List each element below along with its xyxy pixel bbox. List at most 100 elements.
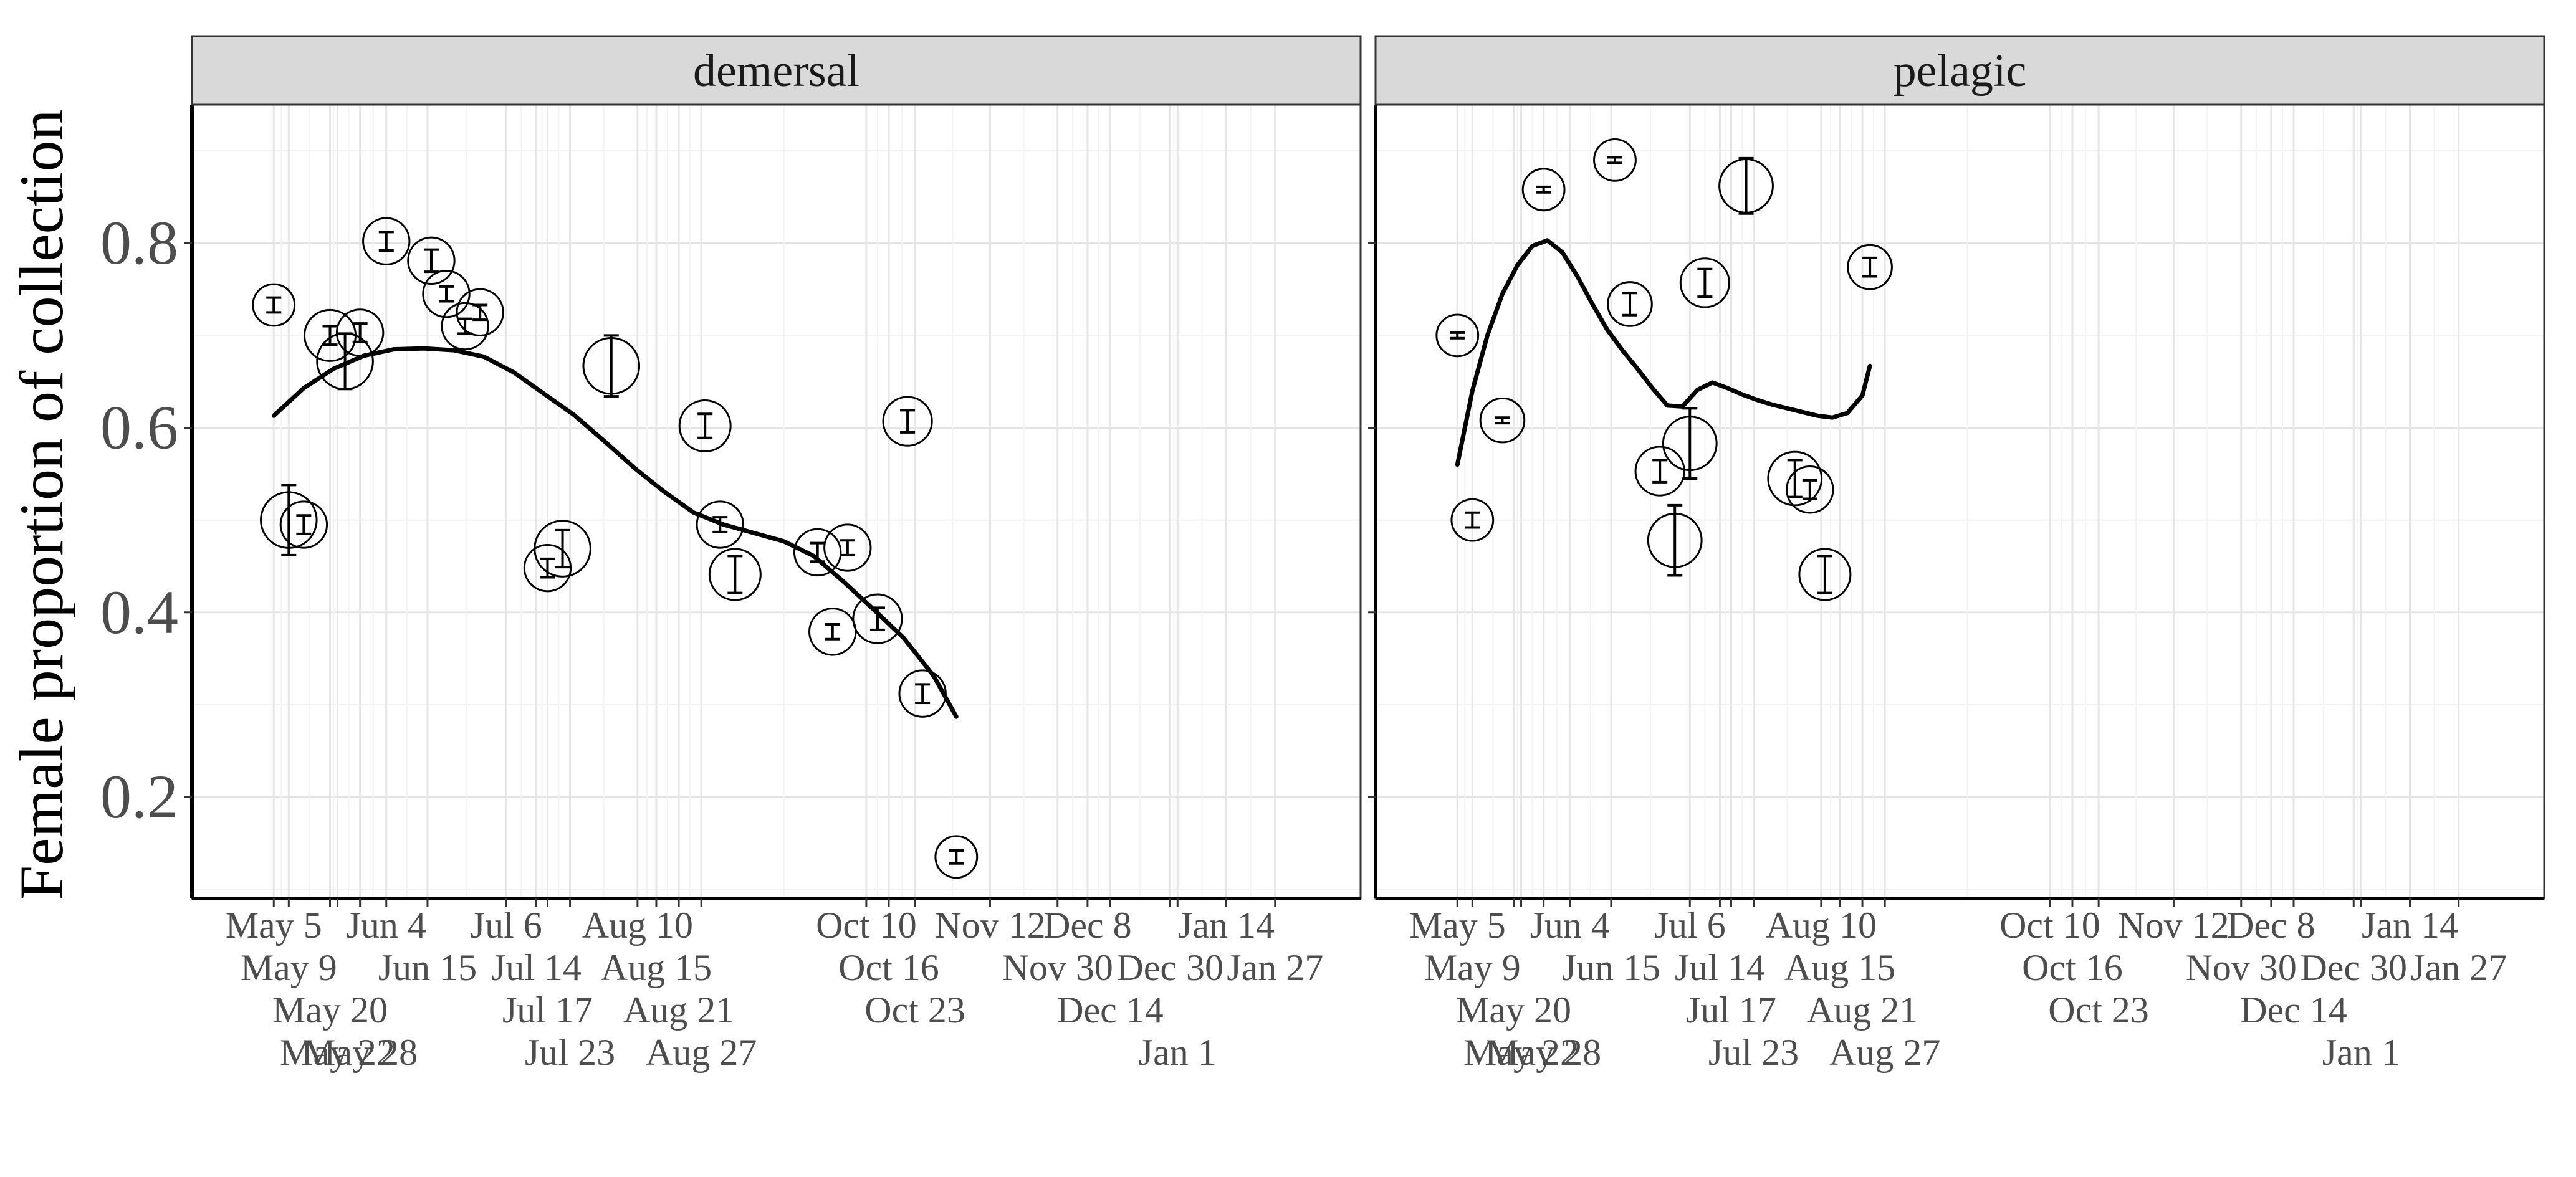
x-tick-label: Jul 6 bbox=[1654, 905, 1726, 946]
data-point bbox=[582, 334, 641, 398]
x-tick-label: May 22 bbox=[1463, 1032, 1579, 1073]
y-tick-label: 0.6 bbox=[100, 393, 178, 462]
x-tick-label: Dec 14 bbox=[1056, 989, 1164, 1031]
data-point bbox=[1647, 503, 1703, 577]
point-marker bbox=[422, 269, 471, 318]
x-tick-label: May 22 bbox=[280, 1032, 395, 1073]
point-marker bbox=[898, 669, 947, 718]
x-tick-label: Oct 16 bbox=[838, 947, 939, 988]
data-point bbox=[1607, 281, 1653, 327]
data-point bbox=[534, 520, 591, 578]
point-marker bbox=[793, 528, 842, 577]
data-point bbox=[882, 396, 933, 447]
x-tick-label: Jul 23 bbox=[1708, 1032, 1799, 1073]
point-marker bbox=[1767, 450, 1823, 507]
x-tick-label: Jan 27 bbox=[2410, 947, 2507, 988]
x-tick-label: May 20 bbox=[272, 989, 388, 1031]
data-point bbox=[422, 269, 471, 318]
point-marker bbox=[934, 835, 979, 879]
x-tick-label: Aug 21 bbox=[623, 989, 734, 1031]
x-tick-label: Nov 12 bbox=[934, 905, 1045, 946]
facet-strip bbox=[191, 35, 1362, 106]
x-tick-label: Oct 23 bbox=[864, 989, 965, 1031]
data-point bbox=[1521, 168, 1566, 212]
point-marker bbox=[456, 288, 504, 337]
point-marker bbox=[1521, 168, 1566, 212]
point-marker bbox=[1634, 446, 1685, 497]
point-marker bbox=[823, 523, 872, 572]
x-tick-label: May 20 bbox=[1456, 989, 1571, 1031]
x-tick-label: Oct 23 bbox=[2048, 989, 2149, 1031]
x-tick-label: Dec 14 bbox=[2240, 989, 2347, 1031]
data-point bbox=[1479, 397, 1526, 444]
x-tick-label: Jan 1 bbox=[2322, 1032, 2400, 1073]
x-tick-label: Jan 14 bbox=[1178, 905, 1275, 946]
point-marker bbox=[362, 217, 411, 265]
point-marker bbox=[441, 302, 489, 351]
x-tick-label: May 9 bbox=[1424, 947, 1521, 988]
point-marker bbox=[708, 548, 762, 601]
point-marker bbox=[407, 236, 456, 285]
point-marker bbox=[1679, 257, 1730, 308]
x-tick-label: Jul 17 bbox=[1686, 989, 1776, 1031]
x-tick-label: Nov 30 bbox=[1002, 947, 1113, 988]
x-tick-label: Jun 4 bbox=[347, 905, 426, 946]
point-marker bbox=[1479, 397, 1526, 444]
x-tick-label: May 9 bbox=[241, 947, 337, 988]
x-tick-label: Oct 10 bbox=[816, 905, 917, 946]
point-marker bbox=[523, 543, 572, 593]
data-point bbox=[696, 500, 744, 549]
x-tick-label: Jul 14 bbox=[491, 947, 582, 988]
x-tick-label: Aug 10 bbox=[1766, 905, 1877, 946]
point-marker bbox=[1607, 281, 1653, 327]
data-point bbox=[1634, 446, 1685, 497]
data-point bbox=[898, 669, 947, 718]
x-tick-label: Aug 27 bbox=[1829, 1032, 1940, 1073]
point-marker bbox=[1798, 548, 1852, 601]
data-point bbox=[252, 283, 296, 327]
x-tick-label: Nov 12 bbox=[2118, 905, 2229, 946]
data-point bbox=[523, 543, 572, 593]
point-marker bbox=[696, 500, 744, 549]
data-point bbox=[316, 332, 374, 391]
y-tick-label: 0.8 bbox=[100, 208, 178, 277]
x-tick-label: Jul 6 bbox=[471, 905, 542, 946]
x-tick-label: Aug 21 bbox=[1807, 989, 1918, 1031]
x-tick-label: Jan 1 bbox=[1139, 1032, 1217, 1073]
x-tick-label: Jun 15 bbox=[1562, 947, 1660, 988]
y-tick-label: 0.4 bbox=[100, 578, 178, 647]
data-point bbox=[1662, 407, 1718, 480]
point-marker bbox=[1847, 244, 1893, 290]
point-marker bbox=[1786, 465, 1834, 514]
data-point bbox=[279, 500, 328, 549]
x-tick-label: May 28 bbox=[1486, 1032, 1601, 1073]
point-marker bbox=[1593, 138, 1637, 182]
point-marker bbox=[678, 399, 732, 453]
data-point bbox=[1679, 257, 1730, 308]
data-point bbox=[793, 528, 842, 577]
data-point bbox=[1767, 450, 1823, 507]
smooth-line bbox=[271, 346, 959, 719]
point-marker bbox=[252, 283, 296, 327]
point-marker bbox=[279, 500, 328, 549]
x-tick-label: Dec 8 bbox=[2227, 905, 2315, 946]
x-tick-label: Dec 8 bbox=[1043, 905, 1132, 946]
x-tick-label: Jul 14 bbox=[1675, 947, 1765, 988]
data-point bbox=[1786, 465, 1834, 514]
point-marker bbox=[335, 308, 385, 357]
point-marker bbox=[852, 593, 903, 644]
data-point bbox=[1718, 156, 1774, 215]
y-tick-label: 0.2 bbox=[100, 762, 178, 831]
facet-strip-label: pelagic bbox=[1894, 45, 2027, 97]
x-tick-label: Dec 30 bbox=[1116, 947, 1223, 988]
x-tick-label: Jun 15 bbox=[378, 947, 477, 988]
x-tick-label: Jul 23 bbox=[525, 1032, 615, 1073]
x-tick-label: Aug 15 bbox=[1784, 947, 1895, 988]
x-tick-label: Aug 15 bbox=[601, 947, 712, 988]
point-marker bbox=[534, 520, 591, 578]
data-point bbox=[852, 593, 903, 644]
